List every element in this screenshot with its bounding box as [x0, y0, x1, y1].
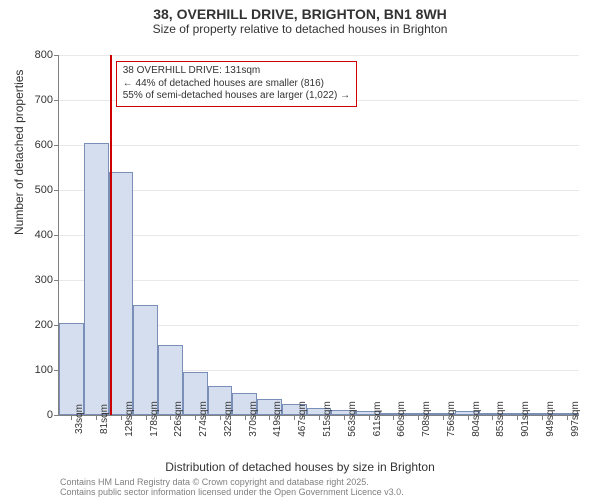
- ytick-mark: [54, 415, 59, 416]
- ytick-label: 400: [13, 229, 53, 241]
- xtick-mark: [96, 415, 97, 420]
- annotation-line: ← 44% of detached houses are smaller (81…: [123, 78, 350, 91]
- xtick-label: 708sqm: [421, 401, 432, 437]
- ytick-mark: [54, 280, 59, 281]
- ytick-label: 600: [13, 139, 53, 151]
- ytick-label: 800: [13, 49, 53, 61]
- xtick-mark: [170, 415, 171, 420]
- chart-subtitle: Size of property relative to detached ho…: [0, 22, 600, 36]
- gridline: [59, 235, 579, 236]
- xtick-mark: [319, 415, 320, 420]
- xtick-label: 563sqm: [347, 401, 358, 437]
- annotation-line: 38 OVERHILL DRIVE: 131sqm: [123, 65, 350, 78]
- ytick-label: 700: [13, 94, 53, 106]
- gridline: [59, 190, 579, 191]
- xtick-mark: [542, 415, 543, 420]
- xtick-mark: [269, 415, 270, 420]
- xtick-label: 322sqm: [223, 401, 234, 437]
- ytick-label: 300: [13, 274, 53, 286]
- xtick-mark: [492, 415, 493, 420]
- xtick-label: 660sqm: [396, 401, 407, 437]
- chart-title: 38, OVERHILL DRIVE, BRIGHTON, BN1 8WH: [0, 0, 600, 22]
- xtick-label: 178sqm: [149, 401, 160, 437]
- gridline: [59, 55, 579, 56]
- xtick-label: 274sqm: [198, 401, 209, 437]
- xtick-label: 611sqm: [372, 402, 383, 437]
- xtick-mark: [418, 415, 419, 420]
- ytick-mark: [54, 190, 59, 191]
- xtick-label: 901sqm: [520, 401, 531, 437]
- xtick-label: 129sqm: [124, 401, 135, 437]
- xtick-label: 756sqm: [446, 401, 457, 437]
- xtick-mark: [146, 415, 147, 420]
- gridline: [59, 145, 579, 146]
- ytick-label: 0: [13, 409, 53, 421]
- xtick-label: 370sqm: [248, 401, 259, 437]
- ytick-mark: [54, 100, 59, 101]
- histogram-bar: [133, 305, 158, 415]
- gridline: [59, 280, 579, 281]
- histogram-bar: [59, 323, 84, 415]
- xtick-mark: [294, 415, 295, 420]
- xtick-label: 853sqm: [495, 401, 506, 437]
- plot-area: 010020030040050060070080033sqm81sqm129sq…: [58, 55, 579, 416]
- xtick-mark: [567, 415, 568, 420]
- footer-line-2: Contains public sector information licen…: [60, 488, 404, 498]
- xtick-label: 467sqm: [297, 401, 308, 437]
- xtick-mark: [369, 415, 370, 420]
- xtick-mark: [220, 415, 221, 420]
- xtick-label: 81sqm: [99, 404, 110, 434]
- annotation-box: 38 OVERHILL DRIVE: 131sqm← 44% of detach…: [116, 61, 357, 107]
- ytick-mark: [54, 235, 59, 236]
- ytick-label: 500: [13, 184, 53, 196]
- xtick-label: 804sqm: [471, 401, 482, 437]
- xtick-mark: [517, 415, 518, 420]
- xtick-mark: [121, 415, 122, 420]
- chart-container: 38, OVERHILL DRIVE, BRIGHTON, BN1 8WH Si…: [0, 0, 600, 500]
- ytick-label: 200: [13, 319, 53, 331]
- ytick-mark: [54, 145, 59, 146]
- xtick-mark: [195, 415, 196, 420]
- footer-text: Contains HM Land Registry data © Crown c…: [60, 478, 404, 498]
- xtick-label: 33sqm: [74, 404, 85, 434]
- xtick-mark: [443, 415, 444, 420]
- xtick-mark: [71, 415, 72, 420]
- xtick-label: 515sqm: [322, 401, 333, 437]
- x-axis-label: Distribution of detached houses by size …: [0, 460, 600, 474]
- annotation-line: 55% of semi-detached houses are larger (…: [123, 90, 350, 103]
- xtick-mark: [245, 415, 246, 420]
- histogram-bar: [109, 172, 134, 415]
- xtick-label: 997sqm: [570, 401, 581, 437]
- histogram-bar: [84, 143, 109, 415]
- marker-line: [110, 55, 112, 415]
- xtick-mark: [393, 415, 394, 420]
- xtick-label: 419sqm: [272, 401, 283, 437]
- chart-area: 010020030040050060070080033sqm81sqm129sq…: [58, 55, 578, 415]
- xtick-mark: [344, 415, 345, 420]
- ytick-mark: [54, 55, 59, 56]
- ytick-label: 100: [13, 364, 53, 376]
- xtick-label: 949sqm: [545, 401, 556, 437]
- xtick-label: 226sqm: [173, 401, 184, 437]
- xtick-mark: [468, 415, 469, 420]
